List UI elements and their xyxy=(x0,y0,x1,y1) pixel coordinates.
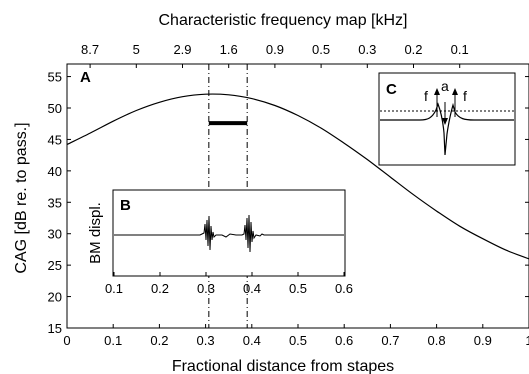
y-tick-label: 55 xyxy=(48,70,62,85)
inset-b-tick-label: 0.5 xyxy=(289,281,307,296)
y-tick-label: 35 xyxy=(48,195,62,210)
inset-b-trace xyxy=(114,214,344,253)
inset-c-label-f-left: f xyxy=(424,88,428,104)
y-tick-label: 20 xyxy=(48,290,62,305)
x-tick-label: 0.4 xyxy=(243,333,261,348)
y-tick-label: 40 xyxy=(48,164,62,179)
panel-label-a: A xyxy=(80,69,91,86)
y-axis-label: CAG [dB re. to pass.] xyxy=(13,122,30,273)
x-tick-label: 0.5 xyxy=(289,333,307,348)
inset-c-arrowhead-right xyxy=(452,88,458,95)
top-axis-label: Characteristic frequency map [kHz] xyxy=(159,12,408,29)
inset-b-ticks: 0.1 0.2 0.3 0.4 0.5 0.6 xyxy=(105,272,353,296)
top-tick-label: 5 xyxy=(133,42,140,57)
inset-b-frame xyxy=(112,189,346,277)
y-tick-label: 15 xyxy=(48,321,62,336)
inset-c-label-a: a xyxy=(441,78,449,94)
inset-c-label-f-right: f xyxy=(463,88,467,104)
inset-b-ylabel: BM displ. xyxy=(87,202,104,264)
x-tick-label: 0.7 xyxy=(381,333,399,348)
y-tick-label: 30 xyxy=(48,227,62,242)
x-tick-label: 0 xyxy=(63,333,70,348)
x-axis-label: Fractional distance from stapes xyxy=(172,358,394,374)
x-tick-label: 0.8 xyxy=(428,333,446,348)
y-tick-label: 50 xyxy=(48,101,62,116)
top-tick-label: 2.9 xyxy=(173,42,191,57)
y-tick-label: 45 xyxy=(48,132,62,147)
cag-curve xyxy=(66,93,529,260)
x-tick-label: 0.3 xyxy=(197,333,215,348)
inset-b-tick-label: 0.3 xyxy=(197,281,215,296)
x-tick-label: 1 xyxy=(525,333,529,348)
top-tick-label: 8.7 xyxy=(81,42,99,57)
inset-b-tick-label: 0.2 xyxy=(151,281,169,296)
inset-b-tick-label: 0.4 xyxy=(243,281,261,296)
x-tick-label: 0.6 xyxy=(335,333,353,348)
panel-label-b: B xyxy=(120,197,131,214)
y-ticks: 15 20 25 30 35 40 45 50 55 xyxy=(48,70,529,336)
top-tick-label: 1.6 xyxy=(220,42,238,57)
top-tick-label: 0.1 xyxy=(451,42,469,57)
inset-b-tick-label: 0.6 xyxy=(335,281,353,296)
x-ticks: 0 0.1 0.2 0.3 0.4 0.5 0.6 0.7 0.8 0.9 1 xyxy=(63,324,529,348)
top-tick-label: 0.3 xyxy=(358,42,376,57)
inset-c-trace xyxy=(380,102,514,156)
x-tick-label: 0.9 xyxy=(474,333,492,348)
inset-c-arrowhead-down xyxy=(442,118,448,125)
top-tick-label: 0.5 xyxy=(312,42,330,57)
x-tick-label: 0.1 xyxy=(104,333,122,348)
top-ticks: 8.7 5 2.9 1.6 0.9 0.5 0.3 0.2 0.1 xyxy=(81,42,469,68)
y-tick-label: 25 xyxy=(48,258,62,273)
inset-c-arrowhead-left xyxy=(434,88,440,95)
inset-b: B BM displ. 0.1 0.2 0.3 0.4 0.5 0.6 xyxy=(87,189,353,296)
panel-label-c: C xyxy=(386,81,397,98)
top-tick-label: 0.2 xyxy=(404,42,422,57)
x-tick-label: 0.2 xyxy=(150,333,168,348)
inset-b-tick-label: 0.1 xyxy=(105,281,123,296)
inset-c: C f a f xyxy=(378,72,516,166)
top-tick-label: 0.9 xyxy=(266,42,284,57)
